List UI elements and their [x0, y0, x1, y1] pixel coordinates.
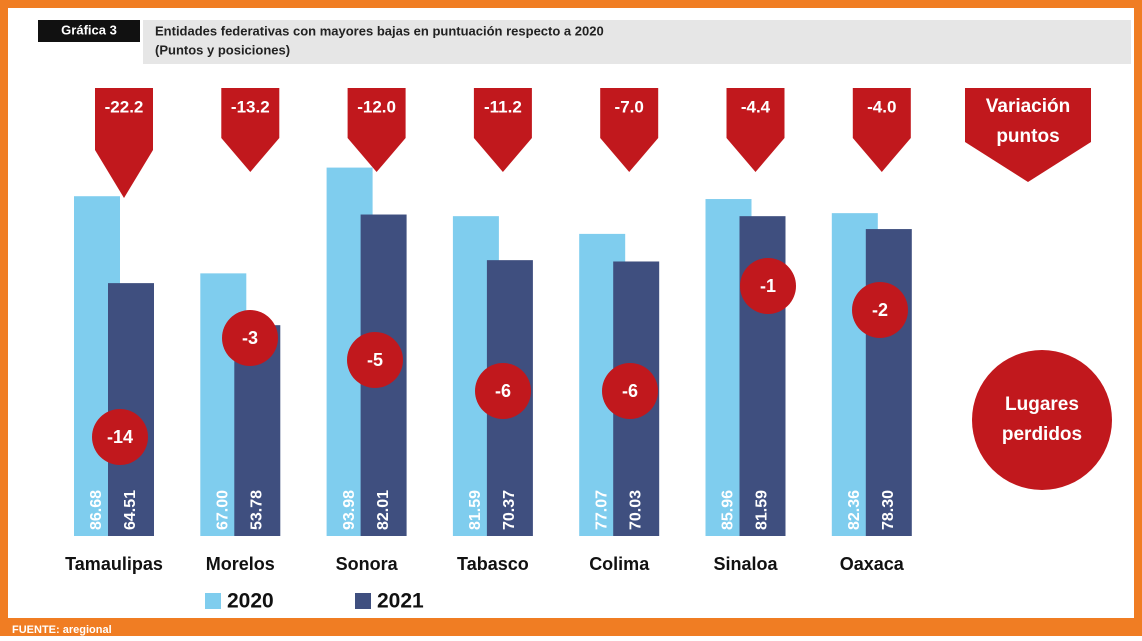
legend-swatch	[205, 593, 221, 609]
variation-label: -12.0	[357, 97, 396, 116]
source: FUENTE: aregional	[12, 624, 112, 636]
value-label: 78.30	[880, 490, 897, 530]
variation-arrow	[852, 88, 911, 172]
value-label: 67.00	[215, 490, 232, 530]
title-box	[143, 20, 1131, 64]
panel	[8, 8, 1134, 618]
places-circle	[92, 409, 148, 465]
places-key	[972, 350, 1112, 490]
places-legend: Lugares	[1005, 394, 1079, 415]
x-tick-label: Sinaloa	[713, 554, 778, 574]
places-legend: perdidos	[1002, 424, 1082, 445]
variation-label: -22.2	[105, 97, 144, 116]
value-label: 53.78	[249, 490, 266, 530]
x-tick-label: Sonora	[336, 554, 399, 574]
variation-label: -13.2	[231, 97, 270, 116]
variation-label: -4.4	[741, 97, 771, 116]
variation-arrow	[347, 88, 406, 172]
legend-label: 2021	[377, 590, 424, 613]
value-label: 82.01	[375, 490, 392, 530]
chart-title: Entidades federativas con mayores bajas …	[155, 23, 604, 38]
value-label: 70.03	[627, 490, 644, 530]
variation-arrow	[600, 88, 659, 172]
value-label: 82.36	[846, 490, 863, 530]
places-label: -14	[107, 427, 133, 447]
places-circle	[852, 282, 908, 338]
places-label: -1	[760, 276, 776, 296]
value-label: 81.59	[754, 490, 771, 530]
value-label: 77.07	[593, 490, 610, 530]
value-label: 86.68	[88, 490, 105, 530]
places-label: -6	[495, 381, 511, 401]
places-label: -5	[367, 350, 383, 370]
places-circle	[222, 310, 278, 366]
variation-label: -4.0	[867, 97, 896, 116]
x-tick-label: Morelos	[206, 554, 275, 574]
value-label: 81.59	[467, 490, 484, 530]
value-label: 93.98	[341, 490, 358, 530]
value-label: 85.96	[720, 490, 737, 530]
variation-legend: Variación	[986, 96, 1071, 117]
figure-label: Gráfica 3	[61, 22, 117, 37]
variation-arrow	[473, 88, 532, 172]
variation-arrow	[726, 88, 785, 172]
variation-arrow	[221, 88, 280, 172]
x-tick-label: Oaxaca	[840, 554, 905, 574]
variation-legend: puntos	[996, 126, 1059, 147]
places-label: -6	[622, 381, 638, 401]
variation-key	[965, 88, 1091, 182]
places-circle	[347, 332, 403, 388]
x-tick-label: Tabasco	[457, 554, 529, 574]
places-circle	[740, 258, 796, 314]
x-tick-label: Colima	[589, 554, 650, 574]
legend-label: 2020	[227, 590, 274, 613]
value-label: 70.37	[501, 490, 518, 530]
variation-arrow	[95, 88, 153, 198]
variation-label: -7.0	[615, 97, 644, 116]
figure-label-box	[38, 20, 140, 42]
places-circle	[475, 363, 531, 419]
value-label: 64.51	[122, 490, 139, 530]
legend-swatch	[355, 593, 371, 609]
x-tick-label: Tamaulipas	[65, 554, 163, 574]
places-label: -3	[242, 328, 258, 348]
chart-subtitle: (Puntos y posiciones)	[155, 42, 290, 57]
places-label: -2	[872, 300, 888, 320]
variation-label: -11.2	[484, 97, 522, 116]
bar	[865, 229, 912, 536]
places-circle	[602, 363, 658, 419]
